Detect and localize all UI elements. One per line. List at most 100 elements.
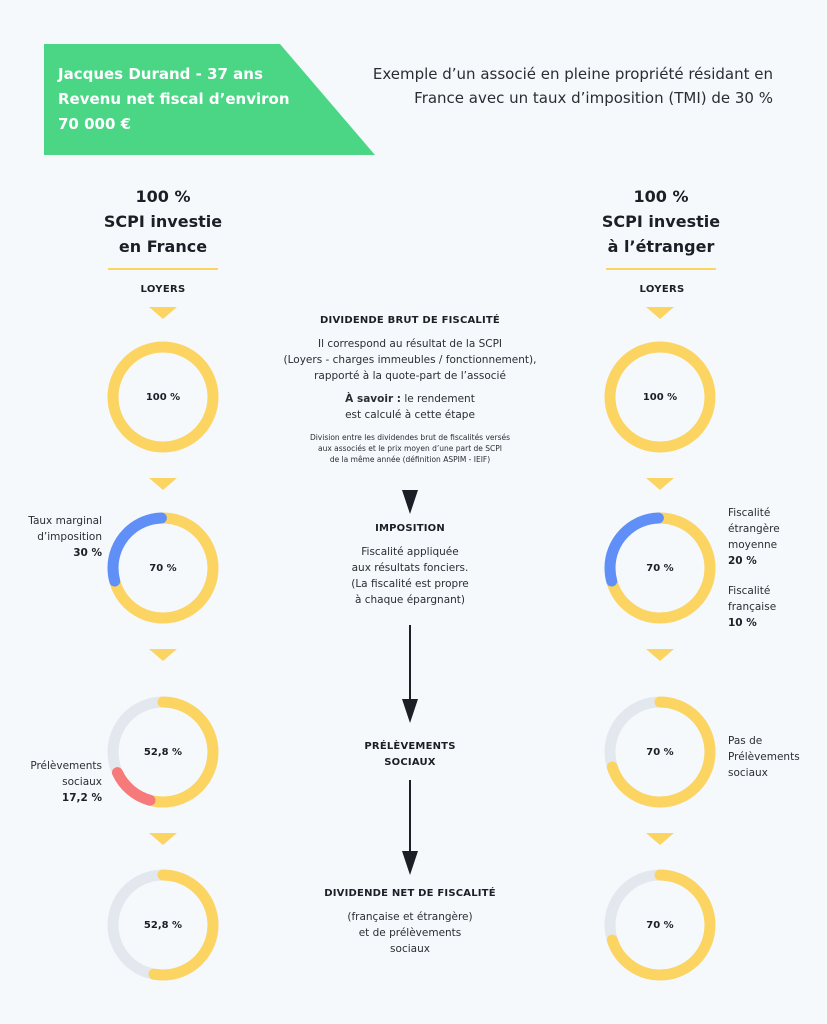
down-triangle-icon	[646, 649, 674, 661]
donut-chart	[604, 869, 716, 981]
donut-chart	[107, 696, 219, 808]
left-donut-70: 70 %	[103, 508, 223, 628]
step-text: le rendement	[400, 393, 475, 405]
donut-value: 100 %	[145, 391, 181, 403]
right-donut-70b: 70 %	[600, 692, 720, 812]
intro-line: France avec un taux d’imposition (TMI) d…	[414, 89, 773, 107]
down-triangle-icon	[646, 307, 674, 319]
down-triangle-icon	[646, 833, 674, 845]
step-text: aux résultats fonciers.	[351, 562, 469, 574]
definition-text: aux associés et le prix moyen d’une part…	[317, 444, 503, 453]
tmi-note: Taux marginal d’imposition 30 %	[10, 513, 102, 561]
step-title: IMPOSITION	[375, 523, 445, 534]
title-line: SCPI investie	[601, 212, 721, 231]
down-triangle-icon	[149, 478, 177, 490]
step-prelevements: PRÉLÈVEMENTS SOCIAUX	[270, 739, 550, 771]
definition-text: Division entre les dividendes brut de fi…	[309, 433, 511, 442]
right-loyers-label: LOYERS	[639, 284, 685, 295]
step-dividende-brut: DIVIDENDE BRUT DE FISCALITÉ Il correspon…	[270, 315, 550, 465]
title-line: en France	[118, 237, 208, 256]
step-text: (française et étrangère)	[347, 911, 473, 923]
right-column-title: 100 % SCPI investie à l’étranger	[581, 184, 741, 259]
definition-text: de la même année (définition ASPIM - IEI…	[329, 455, 491, 464]
down-triangle-icon	[149, 307, 177, 319]
step-text: est calculé à cette étape	[345, 409, 475, 421]
step-text: et de prélèvements	[358, 927, 462, 939]
down-triangle-icon	[149, 649, 177, 661]
title-line: à l’étranger	[607, 237, 715, 256]
note-line: Taux marginal	[28, 515, 102, 527]
arrow-down-icon	[402, 490, 418, 514]
banner-income-value: 70 000 €	[58, 115, 132, 133]
arrow-line	[409, 780, 411, 854]
title-line: 100 %	[135, 187, 191, 206]
title-line: SCPI investie	[103, 212, 223, 231]
note-line: d’imposition	[37, 531, 102, 543]
foreign-tax-note: Fiscalité étrangère moyenne 20 %	[728, 505, 823, 569]
donut-chart	[604, 696, 716, 808]
french-tax-note: Fiscalité française 10 %	[728, 583, 823, 631]
step-text: Il correspond au résultat de la SCPI	[317, 338, 503, 350]
right-divider	[606, 268, 716, 270]
step-text: (La fiscalité est propre	[351, 578, 469, 590]
donut-value: 52,8 %	[143, 919, 183, 931]
note-value: 17,2 %	[61, 792, 102, 804]
donut-value: 70 %	[646, 562, 674, 574]
step-dividende-net: DIVIDENDE NET DE FISCALITÉ (française et…	[270, 888, 550, 957]
arrow-down-icon	[402, 699, 418, 723]
right-donut-net: 70 %	[600, 865, 720, 985]
right-donut-70: 70 %	[600, 508, 720, 628]
donut-chart	[107, 341, 219, 453]
banner-text: Jacques Durand - 37 ans Revenu net fisca…	[58, 62, 318, 137]
step-text: Fiscalité appliquée	[361, 546, 459, 558]
left-donut-net: 52,8 %	[103, 865, 223, 985]
note-value: 30 %	[73, 547, 102, 559]
note-line: sociaux	[728, 767, 768, 779]
note-line: Prélèvements	[30, 760, 102, 772]
left-loyers-label: LOYERS	[140, 284, 186, 295]
left-column-title: 100 % SCPI investie en France	[83, 184, 243, 259]
down-triangle-icon	[646, 478, 674, 490]
note-line: Fiscalité	[728, 585, 771, 597]
note-line: Fiscalité	[728, 507, 771, 519]
donut-value: 70 %	[149, 562, 177, 574]
note-line: Pas de	[728, 735, 763, 747]
note-line: étrangère	[728, 523, 780, 535]
left-donut-100: 100 %	[103, 337, 223, 457]
donut-value: 100 %	[642, 391, 678, 403]
step-text: (Loyers - charges immeubles / fonctionne…	[283, 354, 537, 366]
donut-chart	[107, 512, 219, 624]
donut-value: 70 %	[646, 746, 674, 758]
note-value: 20 %	[728, 555, 757, 567]
step-title: PRÉLÈVEMENTS	[364, 741, 456, 752]
right-donut-100: 100 %	[600, 337, 720, 457]
note-line: sociaux	[62, 776, 102, 788]
step-title: SOCIAUX	[384, 757, 436, 768]
note-line: Prélèvements	[728, 751, 800, 763]
prelevements-note: Prélèvements sociaux 17,2 %	[10, 758, 102, 806]
down-triangle-icon	[149, 833, 177, 845]
step-text: sociaux	[390, 943, 430, 955]
donut-chart	[604, 341, 716, 453]
title-line: 100 %	[633, 187, 689, 206]
donut-chart	[107, 869, 219, 981]
donut-chart	[604, 512, 716, 624]
intro-text: Exemple d’un associé en pleine propriété…	[330, 62, 773, 110]
donut-value: 52,8 %	[143, 746, 183, 758]
note-line: moyenne	[728, 539, 778, 551]
step-title: DIVIDENDE NET DE FISCALITÉ	[324, 888, 496, 899]
step-imposition: IMPOSITION Fiscalité appliquée aux résul…	[270, 523, 550, 608]
no-prelevements-note: Pas de Prélèvements sociaux	[728, 733, 823, 781]
step-title: DIVIDENDE BRUT DE FISCALITÉ	[320, 315, 500, 326]
profile-banner: Jacques Durand - 37 ans Revenu net fisca…	[44, 44, 376, 155]
arrow-line	[409, 625, 411, 701]
banner-income-label: Revenu net fiscal d’environ	[58, 90, 290, 108]
banner-shape	[44, 44, 375, 155]
note-line: française	[728, 601, 777, 613]
step-text: à chaque épargnant)	[354, 594, 466, 606]
left-donut-528: 52,8 %	[103, 692, 223, 812]
arrow-down-icon	[402, 851, 418, 875]
left-divider	[108, 268, 218, 270]
intro-line: Exemple d’un associé en pleine propriété…	[372, 65, 773, 83]
banner-name: Jacques Durand - 37 ans	[58, 65, 263, 83]
